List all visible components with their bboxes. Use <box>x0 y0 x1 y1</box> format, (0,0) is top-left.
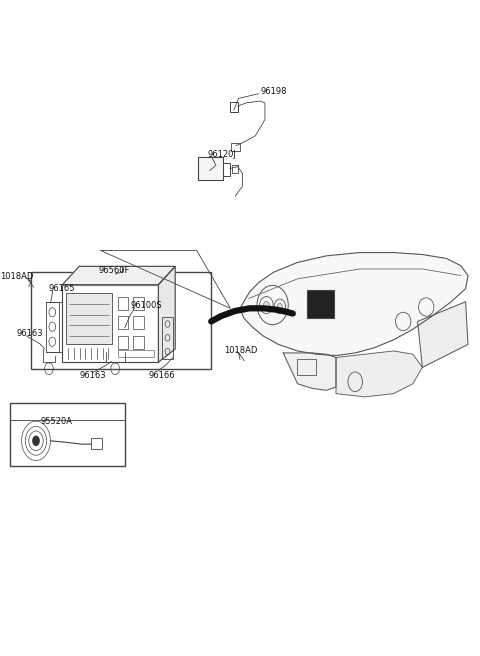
Text: 96166: 96166 <box>149 371 175 380</box>
Bar <box>118 336 128 349</box>
Polygon shape <box>283 353 336 390</box>
Bar <box>133 316 144 329</box>
Bar <box>62 285 158 362</box>
Text: 1018AD: 1018AD <box>224 346 257 356</box>
Bar <box>91 438 102 449</box>
Text: 96198: 96198 <box>260 87 287 96</box>
Polygon shape <box>336 351 422 397</box>
Bar <box>232 165 238 173</box>
Text: 96120J: 96120J <box>207 150 236 159</box>
Bar <box>10 403 125 466</box>
Ellipse shape <box>277 303 282 309</box>
Bar <box>118 316 128 329</box>
Bar <box>297 359 316 375</box>
Bar <box>118 350 154 357</box>
Bar <box>133 336 144 349</box>
Polygon shape <box>418 302 468 367</box>
Bar <box>66 293 112 344</box>
Bar <box>223 163 230 176</box>
Text: 96560F: 96560F <box>99 266 130 276</box>
Text: 96100S: 96100S <box>131 301 162 310</box>
Circle shape <box>32 436 40 446</box>
Bar <box>31 272 211 369</box>
Bar <box>133 297 144 310</box>
Polygon shape <box>158 266 175 362</box>
Bar <box>231 143 240 151</box>
Text: 1018AD: 1018AD <box>0 272 34 281</box>
Bar <box>230 102 238 112</box>
Bar <box>198 157 223 180</box>
Polygon shape <box>240 253 468 356</box>
Text: 96165: 96165 <box>49 284 75 293</box>
Ellipse shape <box>264 301 269 308</box>
Text: 95520A: 95520A <box>41 417 73 426</box>
Bar <box>46 302 59 352</box>
Bar <box>118 297 128 310</box>
Bar <box>162 317 173 359</box>
Text: 96163: 96163 <box>16 329 43 338</box>
Polygon shape <box>62 266 175 285</box>
Bar <box>307 290 334 318</box>
Text: 96163: 96163 <box>79 371 106 380</box>
